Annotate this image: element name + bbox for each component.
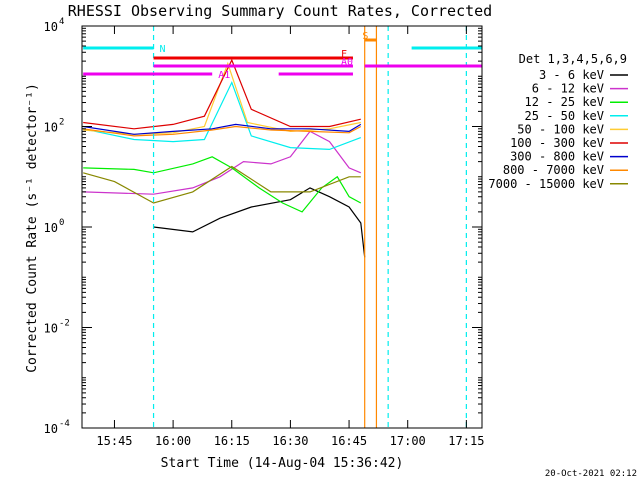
series-line-6: [83, 123, 362, 135]
legend-label-5: 100 - 300 keV: [510, 136, 604, 150]
legend-detectors: Det 1,3,4,5,6,9: [519, 52, 627, 66]
legend-label-6: 300 - 800 keV: [510, 150, 604, 164]
series-line-8: [83, 165, 361, 204]
marker-layer: [152, 26, 467, 428]
attenuator-bars-layer: N FA0 A1 S: [83, 31, 482, 81]
legend-label-4: 50 - 100 keV: [517, 122, 604, 136]
legend-label-8: 7000 - 15000 keV: [488, 177, 604, 191]
attenuator-label-1: F: [341, 49, 347, 60]
y-tick-exponent-0: -4: [59, 419, 70, 429]
series-line-7: [83, 125, 362, 137]
x-tick-label-3: 16:30: [272, 434, 308, 448]
x-tick-label-4: 16:45: [331, 434, 367, 448]
legend-label-1: 6 - 12 keV: [532, 82, 604, 96]
series-line-5: [83, 58, 361, 130]
y-tick-label-3: 10: [44, 121, 58, 135]
x-axis-label: Start Time (14-Aug-04 15:36:42): [161, 456, 404, 471]
series-line-1: [83, 130, 362, 195]
y-axis-label: Corrected Count Rate (s⁻¹ detector⁻¹): [25, 83, 40, 373]
x-ticks: 15:45 16:00 16:15 16:30 16:45 17:00 17:15: [96, 26, 484, 448]
y-tick-exponent-2: 0: [59, 218, 64, 228]
legend-label-7: 800 - 7000 keV: [503, 163, 604, 177]
plot-frame: [81, 25, 483, 429]
series-line-3: [83, 80, 362, 151]
attenuator-label-4: S: [362, 31, 368, 42]
attenuator-label-0: N: [160, 44, 166, 55]
attenuator-label-2: A0: [341, 57, 353, 68]
y-tick-exponent-3: 2: [59, 118, 64, 128]
x-tick-label-5: 17:00: [390, 434, 426, 448]
x-tick-label-1: 16:00: [155, 434, 191, 448]
x-tick-label-6: 17:15: [448, 434, 484, 448]
y-tick-label-0: 10: [44, 422, 58, 436]
y-tick-label-4: 10: [44, 20, 58, 34]
legend-label-2: 12 - 25 keV: [525, 95, 604, 109]
y-tick-label-2: 10: [44, 221, 58, 235]
legend-label-3: 25 - 50 keV: [525, 109, 604, 123]
attenuator-label-3: A1: [218, 70, 230, 81]
y-tick-exponent-4: 4: [59, 17, 64, 27]
series-layer: [83, 58, 366, 258]
series-line-0: [153, 187, 366, 258]
x-tick-label-0: 15:45: [96, 434, 132, 448]
series-line-2: [83, 156, 362, 213]
x-tick-label-2: 16:15: [214, 434, 250, 448]
footer-timestamp: 20-Oct-2021 02:12: [545, 469, 637, 479]
legend-label-0: 3 - 6 keV: [539, 68, 604, 82]
chart-title: RHESSI Observing Summary Count Rates, Co…: [68, 2, 492, 20]
y-tick-label-1: 10: [44, 322, 58, 336]
y-tick-exponent-1: -2: [59, 319, 70, 329]
